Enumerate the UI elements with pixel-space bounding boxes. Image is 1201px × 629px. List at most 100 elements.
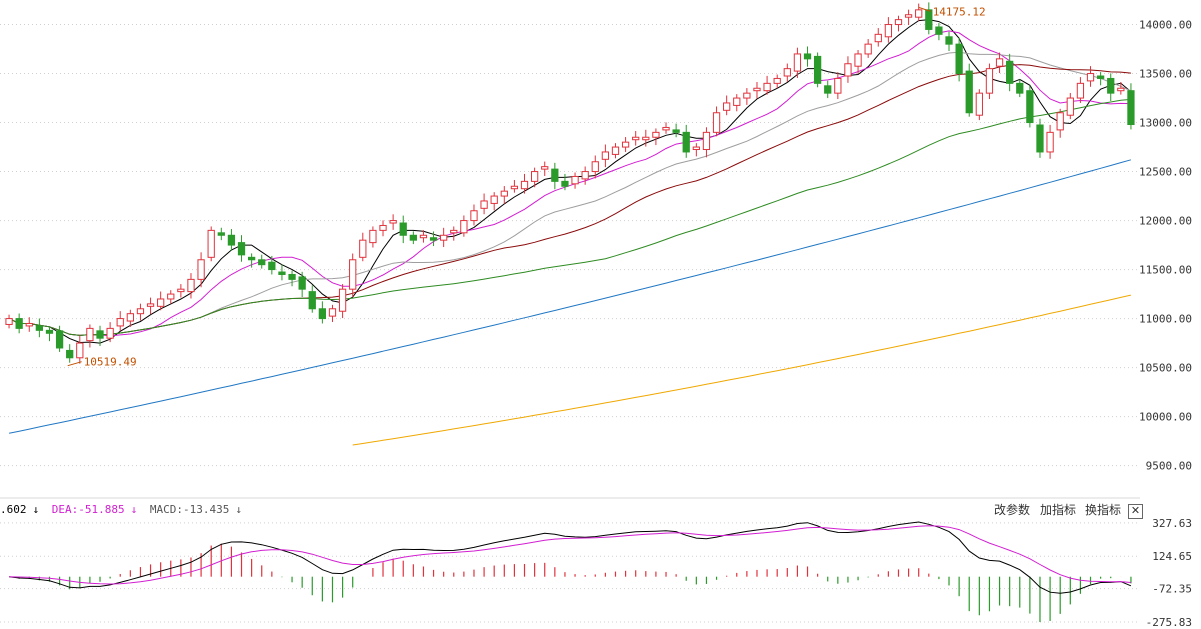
candle-body bbox=[278, 271, 286, 275]
ma-line-ma5 bbox=[8, 19, 1132, 344]
candle-body bbox=[157, 298, 165, 307]
candle-body bbox=[258, 259, 266, 266]
candle-body bbox=[692, 146, 700, 151]
candle-body bbox=[541, 166, 549, 170]
switch-indicator-button[interactable]: 换指标 bbox=[1085, 503, 1122, 517]
candle-body bbox=[611, 146, 620, 155]
candle-body bbox=[5, 318, 13, 325]
ma-line-ma30 bbox=[8, 64, 1131, 336]
close-indicator-button[interactable]: ✕ bbox=[1128, 504, 1143, 519]
macd-y-axis: 327.63 124.65 -72.35 -275.83 bbox=[1146, 517, 1192, 629]
candle-body bbox=[904, 14, 913, 18]
dea-arrow-icon: ↓ bbox=[130, 503, 138, 516]
macd-arrow-icon: ↓ bbox=[235, 503, 242, 516]
candle-body bbox=[480, 200, 488, 209]
candle-body bbox=[450, 229, 458, 234]
candle-body bbox=[621, 141, 630, 148]
candle-body bbox=[389, 220, 397, 224]
candle-body bbox=[773, 77, 781, 84]
candle-body bbox=[440, 234, 448, 241]
candle-body bbox=[753, 87, 761, 92]
candle-body bbox=[268, 261, 276, 271]
candle-body bbox=[419, 234, 428, 239]
candle-body bbox=[783, 68, 791, 77]
candle-body bbox=[1086, 73, 1095, 82]
candle-body bbox=[642, 136, 650, 141]
candle-body bbox=[25, 322, 33, 327]
dif-value: .602 bbox=[0, 503, 27, 516]
candle-body bbox=[712, 112, 721, 133]
candle-body bbox=[1096, 75, 1105, 79]
candle-body bbox=[894, 19, 903, 26]
candle-body bbox=[106, 327, 114, 339]
ma-line-ma250 bbox=[352, 294, 1132, 446]
price-tick-label: 11000.00 bbox=[1139, 313, 1192, 326]
candle-body bbox=[76, 342, 84, 359]
ma-line-ma60 bbox=[8, 98, 1131, 336]
candle-body bbox=[1076, 82, 1085, 99]
high-marker-arrow bbox=[918, 6, 931, 12]
candle-body bbox=[288, 273, 296, 280]
ma-line-ma10 bbox=[8, 30, 1131, 337]
change-params-button[interactable]: 改参数 bbox=[994, 503, 1031, 517]
candle-body bbox=[207, 229, 215, 258]
candle-body bbox=[1107, 77, 1115, 94]
candle-body bbox=[1006, 60, 1014, 84]
price-tick-label: 12500.00 bbox=[1139, 166, 1192, 179]
candle-body bbox=[743, 92, 751, 99]
price-y-axis: 14000.00 13500.00 13000.00 12500.00 12000.00… bbox=[1139, 19, 1192, 473]
candle-body bbox=[965, 70, 973, 114]
candle-body bbox=[682, 131, 690, 153]
candle-body bbox=[1117, 87, 1125, 92]
candle-body bbox=[955, 43, 963, 75]
macd-tick-label: -72.35 bbox=[1152, 583, 1192, 596]
candle-body bbox=[510, 185, 519, 190]
price-tick-label: 12000.00 bbox=[1139, 215, 1192, 228]
candle-body bbox=[167, 293, 175, 300]
candle-body bbox=[328, 308, 337, 317]
candle-body bbox=[813, 55, 822, 84]
high-price-label: 14175.12 bbox=[933, 5, 986, 18]
dif-arrow-icon: ↓ bbox=[32, 503, 40, 516]
candle-body bbox=[146, 303, 155, 307]
candle-body bbox=[975, 92, 983, 116]
candle-body bbox=[15, 318, 23, 329]
candle-body bbox=[1066, 97, 1074, 116]
candle-body bbox=[349, 259, 357, 290]
price-tick-label: 9500.00 bbox=[1146, 460, 1192, 473]
candle-body bbox=[409, 234, 417, 241]
candle-body bbox=[490, 195, 498, 204]
price-tick-label: 10000.00 bbox=[1139, 411, 1192, 424]
candle-body bbox=[308, 291, 316, 310]
candle-body bbox=[470, 210, 478, 222]
price-tick-label: 10500.00 bbox=[1139, 362, 1192, 375]
candle-body bbox=[945, 36, 953, 45]
candle-body bbox=[530, 171, 539, 182]
candle-body bbox=[793, 53, 802, 72]
candle-body bbox=[187, 278, 195, 293]
candle-body bbox=[935, 26, 943, 35]
low-marker-arrow bbox=[67, 361, 82, 367]
ma-line-ma20 bbox=[8, 51, 1132, 336]
candle-body bbox=[66, 349, 74, 359]
candle-body bbox=[500, 190, 508, 197]
macd-tick-label: -275.83 bbox=[1146, 616, 1192, 629]
candle-body bbox=[662, 126, 670, 131]
candle-body bbox=[702, 131, 711, 151]
candle-body bbox=[247, 256, 256, 261]
price-tick-label: 13000.00 bbox=[1139, 117, 1192, 130]
price-annotations: 14175.12 10519.49 bbox=[67, 5, 986, 369]
ma-line-ma120 bbox=[8, 159, 1132, 434]
price-tick-label: 14000.00 bbox=[1139, 19, 1192, 32]
candle-body bbox=[35, 325, 44, 331]
candle-body bbox=[874, 33, 882, 43]
low-price-label: 10519.49 bbox=[84, 356, 137, 369]
macd-tick-label: 124.65 bbox=[1152, 550, 1192, 563]
add-indicator-button[interactable]: 加指标 bbox=[1040, 503, 1077, 517]
candle-body bbox=[1026, 90, 1034, 124]
macd-histogram bbox=[18, 543, 1132, 623]
candle-body bbox=[632, 136, 640, 141]
candle-body bbox=[86, 327, 94, 342]
macd-value: MACD:-13.435 bbox=[149, 503, 230, 516]
candle-body bbox=[985, 68, 994, 94]
